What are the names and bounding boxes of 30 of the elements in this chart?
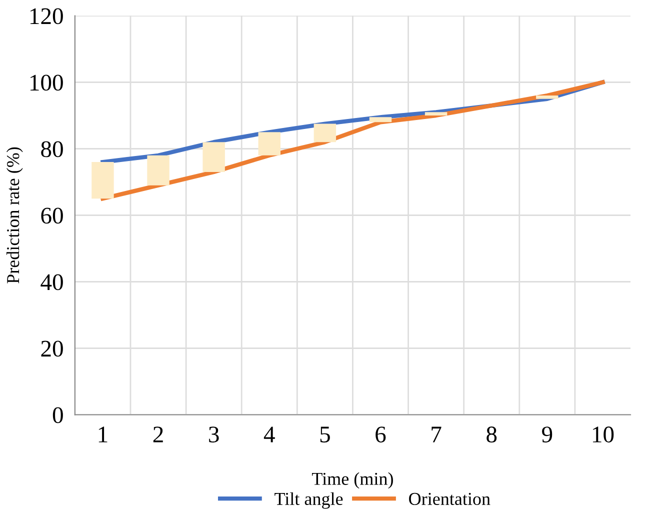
bar: [147, 155, 170, 186]
x-tick-label: 3: [209, 426, 219, 442]
y-axis-title: Prediction rate (%): [6, 147, 23, 284]
bar: [369, 117, 392, 122]
y-tick-label: 60: [41, 208, 63, 224]
x-tick-label: 6: [376, 426, 386, 442]
bar: [202, 142, 225, 172]
x-tick-label: 5: [320, 426, 330, 442]
x-axis-title: Time (min): [312, 472, 393, 489]
bar: [258, 132, 280, 156]
y-tick-label: 40: [40, 274, 63, 290]
y-tick-label: 80: [41, 141, 63, 158]
y-tick-label: 100: [30, 74, 63, 91]
x-tick-label: 2: [153, 426, 163, 442]
bar: [92, 162, 114, 199]
x-tick-label: 4: [264, 426, 275, 442]
y-tick-label: 0: [52, 407, 63, 424]
y-tick-label: 20: [41, 340, 63, 357]
x-tick-label: 1: [98, 426, 108, 442]
bar: [424, 112, 448, 116]
bar: [536, 96, 558, 99]
x-tick-label: 8: [486, 426, 497, 442]
legend-label: Orientation: [409, 492, 490, 506]
bar: [314, 124, 336, 142]
x-tick-label: 10: [592, 426, 614, 442]
x-tick-label: 9: [542, 426, 552, 442]
legend-label: Tilt angle: [274, 492, 343, 509]
y-tick-label: 120: [30, 8, 63, 24]
x-tick-label: 7: [432, 426, 442, 442]
line-series: [100, 80, 605, 201]
